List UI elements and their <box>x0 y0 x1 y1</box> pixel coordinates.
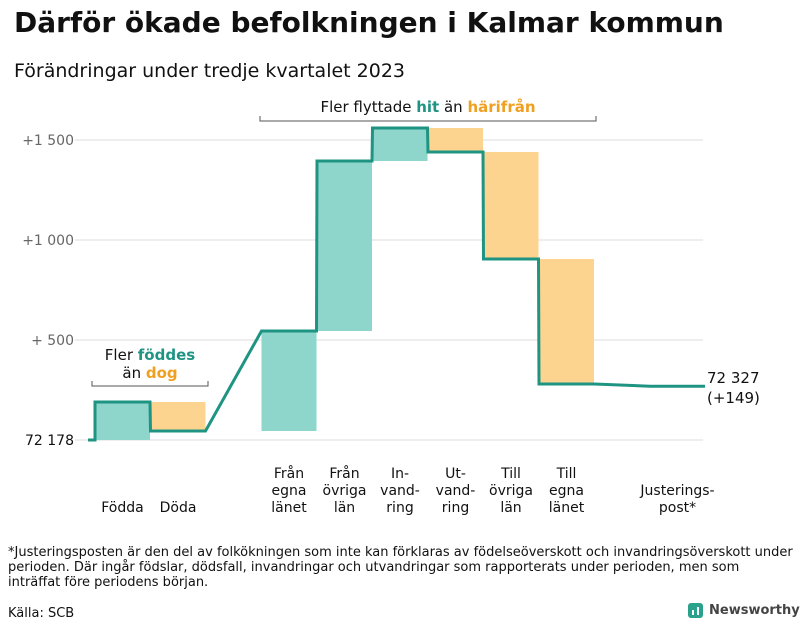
category-label: egna <box>549 483 584 499</box>
category-label: Till <box>500 466 521 482</box>
migration-annotation: Fler flyttade hit än härifrån <box>320 98 535 116</box>
waterfall-bar <box>150 402 206 431</box>
category-label: egna <box>272 483 307 499</box>
waterfall-bar <box>261 331 317 431</box>
y-tick-label: +1 500 <box>22 133 74 149</box>
waterfall-bar <box>317 161 372 331</box>
category-label: län <box>500 500 521 516</box>
birth-annotation-line2: än dog <box>122 364 177 382</box>
category-label: Döda <box>160 500 197 516</box>
category-label: Till <box>556 466 577 482</box>
waterfall-bar <box>372 128 428 161</box>
brand-name: Newsworthy <box>709 603 800 618</box>
category-label: ring <box>386 500 413 516</box>
y-tick-label: + 500 <box>31 333 74 349</box>
category-label: vand- <box>436 483 476 499</box>
waterfall-bar <box>539 259 594 384</box>
chart-title: Därför ökade befolkningen i Kalmar kommu… <box>14 6 724 39</box>
y-tick-label: +1 000 <box>22 233 74 249</box>
running-total-line <box>88 126 705 442</box>
category-label: ring <box>442 500 469 516</box>
end-change-label: (+149) <box>707 389 760 407</box>
waterfall-bar <box>428 128 483 152</box>
category-label: övriga <box>489 483 533 499</box>
base-value-label: 72 178 <box>25 433 74 449</box>
category-label: post* <box>659 500 696 516</box>
waterfall-chart: + 500 +1 000 +1 500 72 178 72 327 (+149) Födda… <box>22 98 760 516</box>
migration-bracket <box>259 116 597 122</box>
category-label: In- <box>391 466 409 482</box>
category-label: län <box>334 500 355 516</box>
category-label: Ut- <box>445 466 466 482</box>
birth-bracket <box>91 381 209 387</box>
brand-logo: Newsworthy <box>688 603 800 618</box>
waterfall-bar <box>483 152 539 259</box>
chart-subtitle: Förändringar under tredje kvartalet 2023 <box>14 60 406 82</box>
category-label: Från <box>329 465 359 482</box>
category-label: Justerings- <box>639 483 714 499</box>
end-value-label: 72 327 <box>707 369 760 387</box>
category-label: vand- <box>380 483 420 499</box>
category-label: länet <box>549 500 585 516</box>
footnote: *Justeringsposten är den del av folkökni… <box>8 545 793 590</box>
source-note: Källa: SCB <box>8 606 75 621</box>
category-label: Födda <box>101 500 143 516</box>
category-label: länet <box>271 500 307 516</box>
category-label: övriga <box>323 483 367 499</box>
waterfall-bar <box>95 402 150 440</box>
bar-chart-icon <box>688 603 703 618</box>
birth-annotation: Fler föddes <box>105 346 195 364</box>
category-label: Från <box>274 465 304 482</box>
